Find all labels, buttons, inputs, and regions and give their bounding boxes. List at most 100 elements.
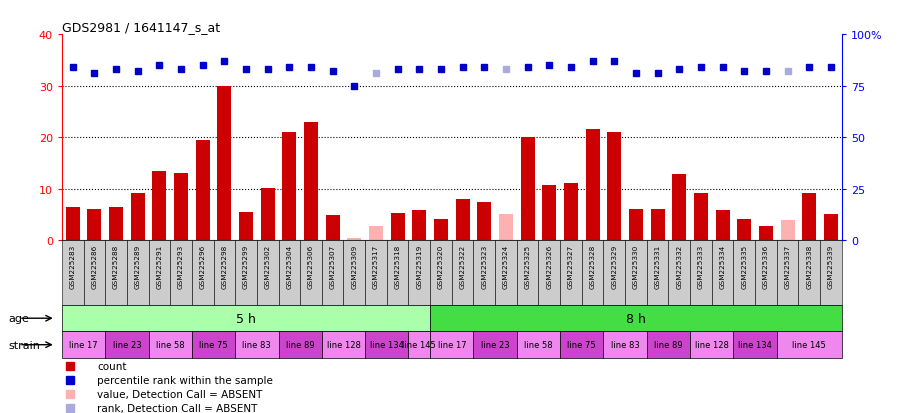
Text: 5 h: 5 h bbox=[236, 312, 256, 325]
Bar bbox=[820, 241, 842, 305]
Bar bbox=[607, 133, 622, 241]
Bar bbox=[214, 241, 235, 305]
Text: GSM225318: GSM225318 bbox=[395, 244, 400, 288]
Bar bbox=[521, 138, 535, 241]
Bar bbox=[477, 202, 491, 241]
Bar bbox=[322, 241, 343, 305]
Text: GSM225335: GSM225335 bbox=[742, 244, 747, 288]
Bar bbox=[581, 241, 603, 305]
Bar bbox=[517, 241, 539, 305]
Bar bbox=[106, 332, 148, 358]
Bar bbox=[278, 241, 300, 305]
Text: GSM225330: GSM225330 bbox=[633, 244, 639, 288]
Bar bbox=[326, 216, 339, 241]
Bar bbox=[733, 332, 777, 358]
Bar bbox=[755, 241, 777, 305]
Bar bbox=[499, 215, 513, 241]
Text: GSM225291: GSM225291 bbox=[157, 244, 162, 288]
Text: GSM225339: GSM225339 bbox=[828, 244, 834, 288]
Bar bbox=[348, 238, 361, 241]
Bar bbox=[304, 123, 318, 241]
Bar bbox=[473, 332, 517, 358]
Bar bbox=[625, 241, 647, 305]
Bar bbox=[777, 241, 798, 305]
Bar bbox=[715, 211, 730, 241]
Text: line 17: line 17 bbox=[438, 340, 466, 349]
Text: GSM225328: GSM225328 bbox=[590, 244, 596, 288]
Bar bbox=[282, 133, 297, 241]
Text: GSM225319: GSM225319 bbox=[416, 244, 422, 288]
Text: GSM225322: GSM225322 bbox=[460, 244, 466, 288]
Bar bbox=[84, 241, 106, 305]
Text: line 75: line 75 bbox=[199, 340, 228, 349]
Bar bbox=[647, 241, 669, 305]
Text: line 58: line 58 bbox=[524, 340, 552, 349]
Text: GSM225288: GSM225288 bbox=[113, 244, 119, 288]
Bar bbox=[235, 332, 278, 358]
Bar bbox=[409, 241, 430, 305]
Bar bbox=[87, 209, 101, 241]
Text: GSM225323: GSM225323 bbox=[481, 244, 488, 288]
Bar bbox=[148, 241, 170, 305]
Bar bbox=[412, 211, 427, 241]
Text: line 89: line 89 bbox=[654, 340, 682, 349]
Text: line 83: line 83 bbox=[242, 340, 271, 349]
Text: value, Detection Call = ABSENT: value, Detection Call = ABSENT bbox=[97, 389, 262, 399]
Bar bbox=[390, 214, 405, 241]
Text: GSM225304: GSM225304 bbox=[287, 244, 292, 288]
Text: line 83: line 83 bbox=[611, 340, 640, 349]
Bar bbox=[803, 193, 816, 241]
Bar bbox=[561, 332, 603, 358]
Bar bbox=[343, 241, 365, 305]
Bar bbox=[235, 241, 257, 305]
Bar bbox=[430, 305, 842, 332]
Text: line 128: line 128 bbox=[695, 340, 729, 349]
Text: GSM225320: GSM225320 bbox=[438, 244, 444, 288]
Text: line 145: line 145 bbox=[402, 340, 436, 349]
Bar bbox=[66, 207, 80, 241]
Text: GSM225298: GSM225298 bbox=[221, 244, 228, 288]
Bar bbox=[126, 241, 148, 305]
Bar bbox=[798, 241, 820, 305]
Text: line 134: line 134 bbox=[738, 340, 772, 349]
Text: GSM225296: GSM225296 bbox=[199, 244, 206, 288]
Text: count: count bbox=[97, 361, 126, 371]
Bar bbox=[106, 241, 126, 305]
Bar bbox=[300, 241, 322, 305]
Text: GDS2981 / 1641147_s_at: GDS2981 / 1641147_s_at bbox=[62, 21, 220, 34]
Bar bbox=[174, 174, 188, 241]
Text: GSM225309: GSM225309 bbox=[351, 244, 358, 288]
Text: GSM225306: GSM225306 bbox=[308, 244, 314, 288]
Bar bbox=[62, 305, 430, 332]
Text: GSM225333: GSM225333 bbox=[698, 244, 704, 288]
Bar bbox=[192, 332, 235, 358]
Text: GSM225327: GSM225327 bbox=[568, 244, 574, 288]
Bar bbox=[737, 219, 752, 241]
Text: GSM225293: GSM225293 bbox=[178, 244, 184, 288]
Text: line 17: line 17 bbox=[69, 340, 98, 349]
Text: GSM225302: GSM225302 bbox=[265, 244, 270, 288]
Bar bbox=[561, 241, 581, 305]
Bar bbox=[430, 241, 451, 305]
Text: GSM225326: GSM225326 bbox=[546, 244, 552, 288]
Text: GSM225325: GSM225325 bbox=[525, 244, 531, 288]
Bar bbox=[651, 210, 664, 241]
Text: line 58: line 58 bbox=[156, 340, 185, 349]
Bar bbox=[131, 193, 145, 241]
Bar bbox=[365, 241, 387, 305]
Text: line 89: line 89 bbox=[286, 340, 315, 349]
Text: percentile rank within the sample: percentile rank within the sample bbox=[97, 375, 273, 385]
Bar bbox=[672, 175, 686, 241]
Bar bbox=[152, 171, 167, 241]
Bar bbox=[824, 215, 838, 241]
Bar bbox=[369, 226, 383, 241]
Bar bbox=[62, 332, 106, 358]
Text: line 145: line 145 bbox=[793, 340, 826, 349]
Text: GSM225307: GSM225307 bbox=[329, 244, 336, 288]
Bar bbox=[564, 183, 578, 241]
Bar bbox=[495, 241, 517, 305]
Bar bbox=[759, 226, 773, 241]
Text: rank, Detection Call = ABSENT: rank, Detection Call = ABSENT bbox=[97, 403, 258, 413]
Bar bbox=[409, 332, 430, 358]
Bar bbox=[170, 241, 192, 305]
